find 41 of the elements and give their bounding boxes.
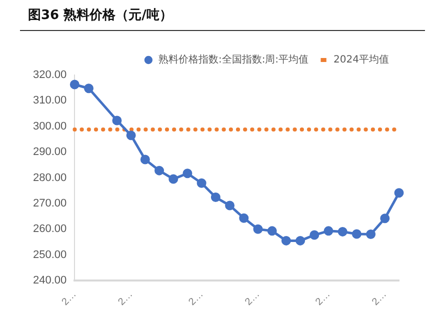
point [253,224,263,234]
y-tick-label: 290.00 [32,146,67,158]
point [239,213,249,223]
point [281,236,291,246]
y-tick-label: 280.00 [32,172,67,184]
point [310,230,320,240]
point [126,130,136,140]
point [154,166,164,176]
point [380,214,390,224]
legend-label: 熟料价格指数:全国指数:周:平均值 [158,54,309,66]
x-tick-label: 2… [314,289,333,308]
point [196,178,206,188]
point [296,236,306,246]
point [182,168,192,178]
point [225,200,235,210]
y-tick-label: 320.00 [32,69,67,82]
point [352,229,362,239]
point [210,192,220,202]
x-tick-label: 2… [243,289,262,308]
point [70,80,80,90]
legend-label: 2024平均值 [334,54,390,66]
chart-title: 图36 熟料价格（元/吨） [20,0,425,31]
point [267,226,277,236]
point [112,116,122,126]
y-tick-label: 270.00 [32,197,67,210]
y-tick-label: 310.00 [32,94,67,107]
y-tick-label: 300.00 [32,120,67,132]
x-tick-label: 2… [60,289,79,308]
x-tick-label: 2… [370,289,389,308]
point [366,230,376,240]
point [168,174,178,184]
point [394,188,404,198]
x-tick-label: 2… [116,289,136,308]
point [338,226,348,236]
x-tick-label: 2… [186,289,206,308]
point [84,84,94,94]
y-tick-label: 250.00 [32,248,67,261]
y-tick-label: 240.00 [32,274,67,287]
point [324,226,334,236]
point [140,154,150,164]
y-tick-label: 260.00 [32,223,67,236]
